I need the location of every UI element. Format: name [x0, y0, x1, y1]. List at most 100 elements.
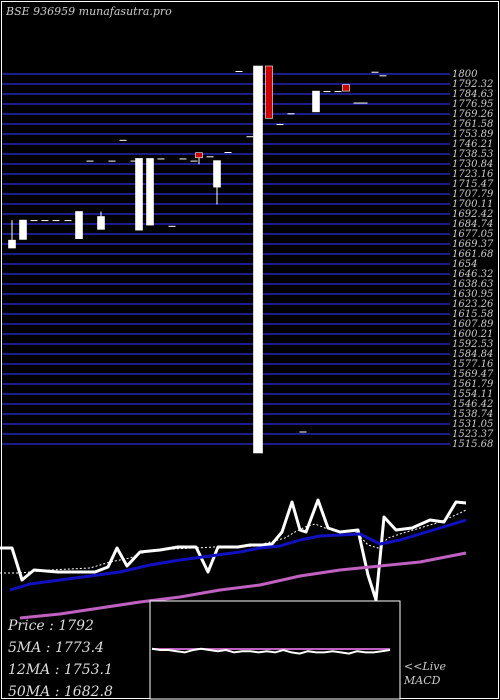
- candle-body: [75, 211, 83, 240]
- y-tick-label: 1715.47: [452, 179, 494, 190]
- stat-50ma: 50MA : 1682.8: [8, 684, 113, 700]
- candle: [360, 102, 368, 104]
- candle-body: [206, 156, 214, 158]
- candle: [353, 102, 361, 104]
- candle: [168, 225, 176, 227]
- y-tick-label: 1638.63: [452, 279, 493, 290]
- stat-price: Price : 1792: [7, 618, 94, 634]
- candle: [64, 220, 72, 222]
- y-tick-label: 1523.37: [452, 429, 494, 440]
- candle-body: [190, 160, 198, 162]
- stat-12ma: 12MA : 1753.1: [8, 662, 113, 678]
- y-tick-label: 1584.84: [452, 349, 493, 360]
- candle-body: [235, 71, 243, 73]
- candle-body: [224, 152, 232, 153]
- y-tick-label: 1592.53: [452, 339, 493, 350]
- candle: [146, 158, 154, 226]
- y-tick-label: 1723.16: [452, 169, 494, 180]
- candle-body: [8, 239, 16, 249]
- y-tick-label: 1669.37: [452, 239, 494, 250]
- candle-body: [135, 158, 143, 231]
- y-tick-label: 1607.89: [452, 319, 494, 330]
- candle-body: [342, 84, 350, 92]
- candle-body: [379, 75, 387, 77]
- candle-body: [30, 220, 38, 222]
- stat-5ma: 5MA : 1773.4: [8, 640, 104, 656]
- y-tick-label: 1569.47: [452, 369, 494, 380]
- y-tick-label: 1646.32: [452, 269, 493, 280]
- candle: [19, 219, 27, 240]
- candle: [299, 431, 307, 433]
- candle: [253, 65, 263, 454]
- candle: [190, 160, 198, 162]
- y-tick-label: 1784.63: [452, 89, 493, 100]
- y-tick-label: 1531.05: [452, 419, 493, 430]
- y-tick-label: 1800: [452, 69, 478, 80]
- y-tick-label: 1684.74: [452, 219, 493, 230]
- y-tick-label: 1792.32: [452, 79, 493, 90]
- candle-body: [97, 216, 105, 230]
- candle-body: [246, 136, 254, 138]
- candle: [41, 220, 49, 222]
- y-tick-label: 1654: [452, 259, 477, 270]
- candle: [312, 90, 320, 113]
- candles: [8, 65, 387, 454]
- series-line-ma-slow: [19, 551, 467, 620]
- candle: [342, 84, 350, 92]
- candle: [246, 136, 254, 138]
- candle: [235, 71, 243, 73]
- series-line-price: [0, 498, 467, 602]
- candle: [75, 211, 83, 240]
- candle-body: [334, 91, 342, 93]
- macd-line: [151, 647, 391, 655]
- candle-body: [157, 158, 165, 160]
- candle-body: [86, 160, 94, 162]
- y-tick-label: 1538.74: [452, 409, 493, 420]
- y-tick-label: 1776.95: [452, 99, 493, 110]
- candle-body: [195, 152, 203, 159]
- gridlines: [2, 73, 450, 445]
- candle: [334, 91, 342, 93]
- candle-body: [19, 219, 27, 240]
- candle-body: [360, 102, 368, 104]
- y-tick-label: 1623.26: [452, 299, 494, 310]
- macd-panel: [149, 600, 401, 700]
- candle: [8, 220, 16, 249]
- candle: [224, 152, 232, 153]
- y-tick-label: 1700.11: [452, 199, 493, 210]
- candle: [371, 71, 379, 73]
- y-tick-label: 1615.58: [452, 309, 493, 320]
- candle: [52, 220, 60, 222]
- y-tick-label: 1761.58: [452, 119, 493, 130]
- macd-label-name: MACD: [403, 674, 441, 687]
- series-line-ma-mid: [9, 518, 467, 592]
- candle: [108, 160, 116, 162]
- candle-body: [276, 124, 284, 126]
- candle-body: [265, 65, 273, 119]
- candle: [287, 113, 295, 115]
- candle: [130, 160, 138, 162]
- candle-body: [371, 71, 379, 73]
- candle: [119, 139, 127, 141]
- candle: [86, 160, 94, 162]
- candle-body: [108, 160, 116, 162]
- candle-body: [353, 102, 361, 104]
- candle: [213, 160, 221, 205]
- macd-lines: [151, 647, 391, 655]
- macd-label-live: <<Live: [404, 660, 446, 673]
- candle-body: [312, 90, 320, 113]
- candle-body: [323, 91, 331, 93]
- y-tick-label: 1692.42: [452, 209, 493, 220]
- candle: [379, 75, 387, 77]
- candle-body: [52, 220, 60, 222]
- y-tick-label: 1600.21: [452, 329, 493, 340]
- candle-body: [213, 160, 221, 188]
- y-tick-label: 1677.05: [452, 229, 493, 240]
- chart-title: BSE 936959 munafasutra.pro: [5, 5, 172, 18]
- y-tick-label: 1769.26: [452, 109, 494, 120]
- candle: [97, 211, 105, 230]
- candle-body: [130, 160, 138, 162]
